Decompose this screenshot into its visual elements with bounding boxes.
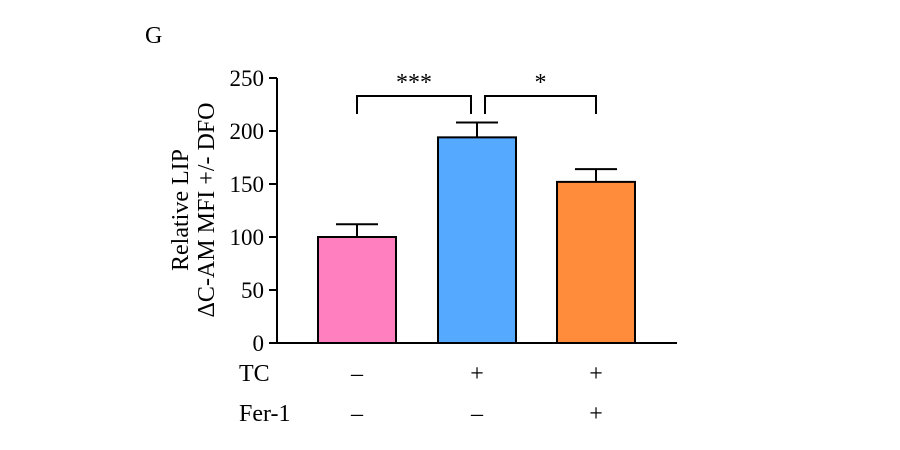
significance-label-2: * bbox=[535, 70, 547, 96]
y-tick-label: 200 bbox=[230, 119, 265, 144]
significance-label-1: *** bbox=[396, 70, 432, 96]
condition-label-fer-1: Fer-1 bbox=[239, 401, 291, 427]
y-tick-label: 100 bbox=[230, 225, 265, 250]
condition-table: TC – + + Fer-1 – – + bbox=[239, 361, 603, 427]
y-tick-label: 250 bbox=[230, 66, 265, 91]
y-axis-title-line-1: Relative LIP bbox=[168, 149, 194, 271]
condition-mark: – bbox=[350, 401, 364, 427]
bar-3 bbox=[556, 180, 636, 344]
condition-mark: + bbox=[589, 361, 603, 387]
bar-2 bbox=[437, 136, 517, 344]
significance-brackets: *** * bbox=[356, 70, 597, 114]
significance-bracket-1 bbox=[356, 95, 472, 114]
y-axis-title-line-2: ΔC-AM MFI +/- DFO bbox=[194, 103, 220, 318]
y-tick-label: 0 bbox=[253, 331, 265, 356]
y-axis-title: Relative LIP ΔC-AM MFI +/- DFO bbox=[168, 103, 220, 318]
significance-bracket-2 bbox=[484, 95, 597, 114]
condition-mark: + bbox=[589, 401, 603, 427]
condition-mark: – bbox=[470, 401, 484, 427]
condition-label-tc: TC bbox=[239, 361, 270, 387]
y-tick-label: 50 bbox=[241, 278, 264, 303]
y-axis: 0 50 100 150 200 250 bbox=[230, 66, 278, 356]
y-tick-label: 150 bbox=[230, 172, 265, 197]
panel-label: G bbox=[145, 23, 162, 49]
error-bars bbox=[336, 121, 617, 237]
condition-mark: – bbox=[350, 361, 364, 387]
condition-mark: + bbox=[470, 361, 484, 387]
bar-1 bbox=[317, 236, 397, 344]
